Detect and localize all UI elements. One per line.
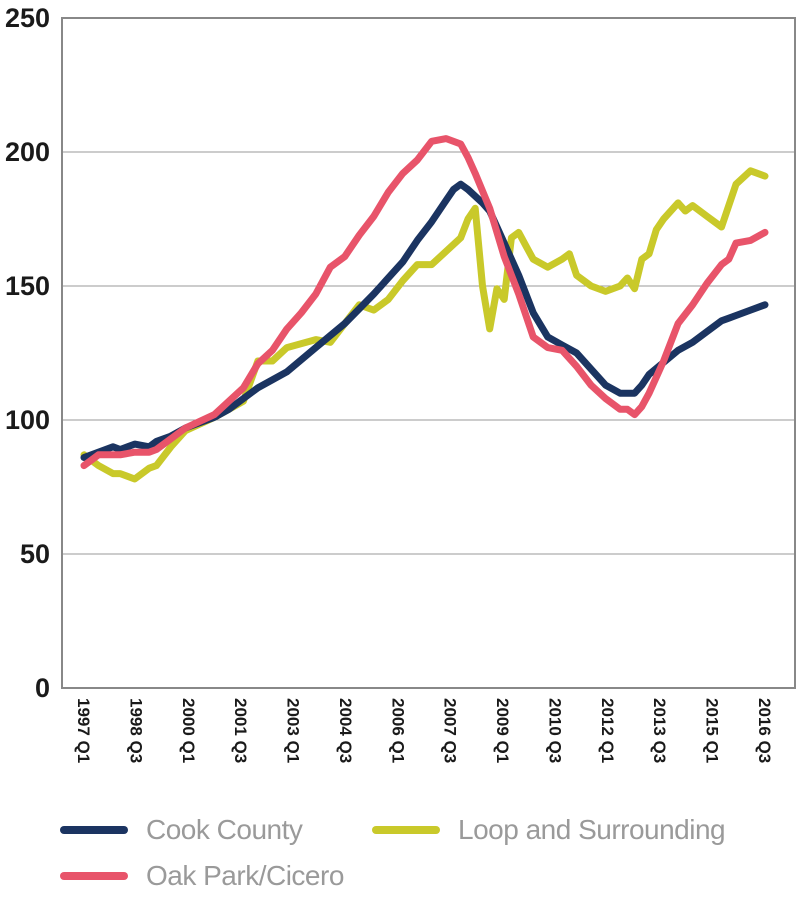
x-tick-label-10: 2012 Q1 <box>598 698 617 763</box>
series-line-oak-park-cicero <box>80 135 769 470</box>
x-tick-label-2: 2000 Q1 <box>179 698 198 763</box>
x-tick-label-0: 1997 Q1 <box>74 698 93 763</box>
legend-swatch-loop-and-surrounding <box>372 826 440 834</box>
x-tick-label-6: 2006 Q1 <box>388 698 407 763</box>
x-tick-label-4: 2003 Q1 <box>284 698 303 763</box>
y-tick-label-150: 150 <box>5 271 50 301</box>
legend-swatch-cook-county <box>60 826 128 834</box>
series-lines <box>80 135 769 483</box>
x-tick-label-3: 2001 Q3 <box>231 698 250 763</box>
y-tick-label-100: 100 <box>5 405 50 435</box>
x-tick-label-7: 2007 Q3 <box>441 698 460 763</box>
legend-item-loop-and-surrounding: Loop and Surrounding <box>372 814 726 846</box>
y-axis-ticks: 0 50 100 150 200 250 <box>5 3 50 703</box>
plot-frame <box>61 17 796 689</box>
legend-label-cook-county: Cook County <box>146 814 303 845</box>
x-axis-ticks: 1997 Q1 1998 Q3 2000 Q1 2001 Q3 2003 Q1 2004 … <box>74 698 774 763</box>
legend-item-cook-county: Cook County <box>60 814 303 846</box>
gridlines <box>62 151 795 555</box>
x-tick-label-12: 2015 Q1 <box>703 698 722 763</box>
x-tick-label-8: 2009 Q1 <box>493 698 512 763</box>
x-tick-label-13: 2016 Q3 <box>755 698 774 763</box>
legend-label-oak-park-cicero: Oak Park/Cicero <box>146 860 344 891</box>
legend-label-loop-and-surrounding: Loop and Surrounding <box>458 814 726 845</box>
y-tick-label-200: 200 <box>5 137 50 167</box>
x-tick-label-5: 2004 Q3 <box>336 698 355 763</box>
x-tick-label-9: 2010 Q3 <box>545 698 564 763</box>
y-tick-label-0: 0 <box>35 673 50 703</box>
y-tick-label-250: 250 <box>5 3 50 33</box>
series-line-loop-and-surrounding <box>80 167 769 483</box>
legend-swatch-oak-park-cicero <box>60 872 128 880</box>
x-tick-label-1: 1998 Q3 <box>126 698 145 763</box>
x-tick-label-11: 2013 Q3 <box>650 698 669 763</box>
y-tick-label-50: 50 <box>20 539 50 569</box>
legend-item-oak-park-cicero: Oak Park/Cicero <box>60 860 344 892</box>
legend: Cook County Loop and Surrounding Oak Par… <box>0 800 800 900</box>
